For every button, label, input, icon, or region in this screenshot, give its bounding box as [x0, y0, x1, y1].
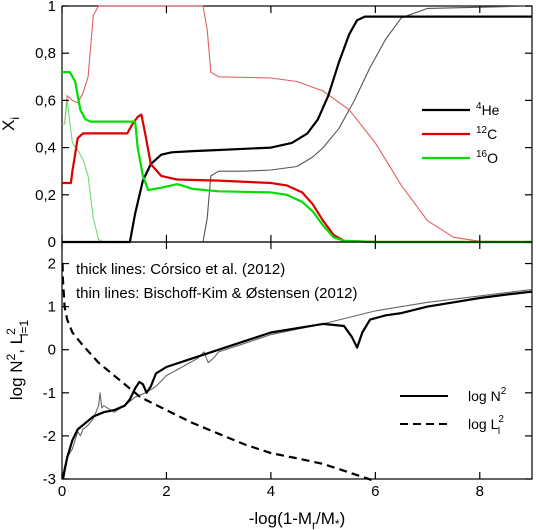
- series-line-o_thin: [62, 99, 532, 243]
- series-line-n2_thin: [61, 288, 533, 480]
- legend-label-he: 4He: [476, 101, 500, 118]
- annotation-thin-lines: thin lines: Bischoff-Kim & Østensen (201…: [76, 285, 358, 302]
- top-series-group: [62, 5, 533, 244]
- xtick-label: 0: [58, 483, 66, 500]
- legend-label-o: 16O: [476, 149, 498, 166]
- bottom-xticks: 0 2 4 6 8: [58, 242, 484, 500]
- annotation-thick-lines: thick lines: Córsico et al. (2012): [76, 261, 285, 278]
- top-xticks: [61, 6, 481, 242]
- ytick-label: -2: [43, 428, 56, 445]
- top-panel: 0 0,2 0,4 0,6 0,8 1 Xi 4He 12C 16O: [0, 0, 533, 251]
- bottom-plot-frame: [61, 241, 533, 480]
- bottom-series-group: [61, 263, 533, 483]
- xtick-label: 4: [267, 483, 275, 500]
- ytick-label: 0: [48, 342, 56, 359]
- bottom-legend: log N2 log L2 l: [400, 386, 507, 437]
- series-line-n2_thick: [61, 290, 533, 480]
- series-line-c_thick: [62, 113, 532, 244]
- legend-label-l2: log L2 l: [468, 414, 504, 437]
- top-y-axis-title: Xi: [0, 117, 22, 131]
- ytick-label: 0,6: [35, 92, 56, 109]
- ytick-label: 1: [48, 299, 56, 316]
- bottom-panel: -3 -2 -1 0 1 2 0 2 4 6 8 log N2, L2l=1 -log(1-Mr/…: [4, 241, 533, 530]
- ytick-label: 2: [48, 256, 56, 273]
- ytick-label: 0,2: [35, 187, 56, 204]
- ytick-label: 0,4: [35, 140, 56, 157]
- series-line-c_thin: [62, 5, 533, 243]
- ytick-label: 1: [48, 0, 56, 15]
- top-yticks: 0 0,2 0,4 0,6 0,8 1: [35, 0, 532, 251]
- series-line-l2_thick: [61, 263, 376, 483]
- xtick-label: 8: [476, 483, 484, 500]
- ytick-label: 0,8: [35, 45, 56, 62]
- ytick-label: -3: [43, 471, 56, 488]
- series-line-o_thick: [62, 70, 532, 244]
- legend-label-c: 12C: [476, 125, 497, 142]
- legend-label-n2: log N2: [468, 386, 507, 404]
- bottom-x-axis-title: -log(1-Mr/M*): [249, 509, 346, 530]
- ytick-label: -1: [43, 385, 56, 402]
- bottom-y-axis-title: log N2, L2l=1: [4, 320, 31, 401]
- xtick-label: 2: [162, 483, 170, 500]
- series-line-he_thick: [62, 15, 532, 244]
- top-legend: 4He 12C 16O: [422, 101, 500, 166]
- bottom-yticks: -3 -2 -1 0 1 2: [43, 256, 532, 488]
- ytick-label: 0: [48, 234, 56, 251]
- xtick-label: 6: [371, 483, 379, 500]
